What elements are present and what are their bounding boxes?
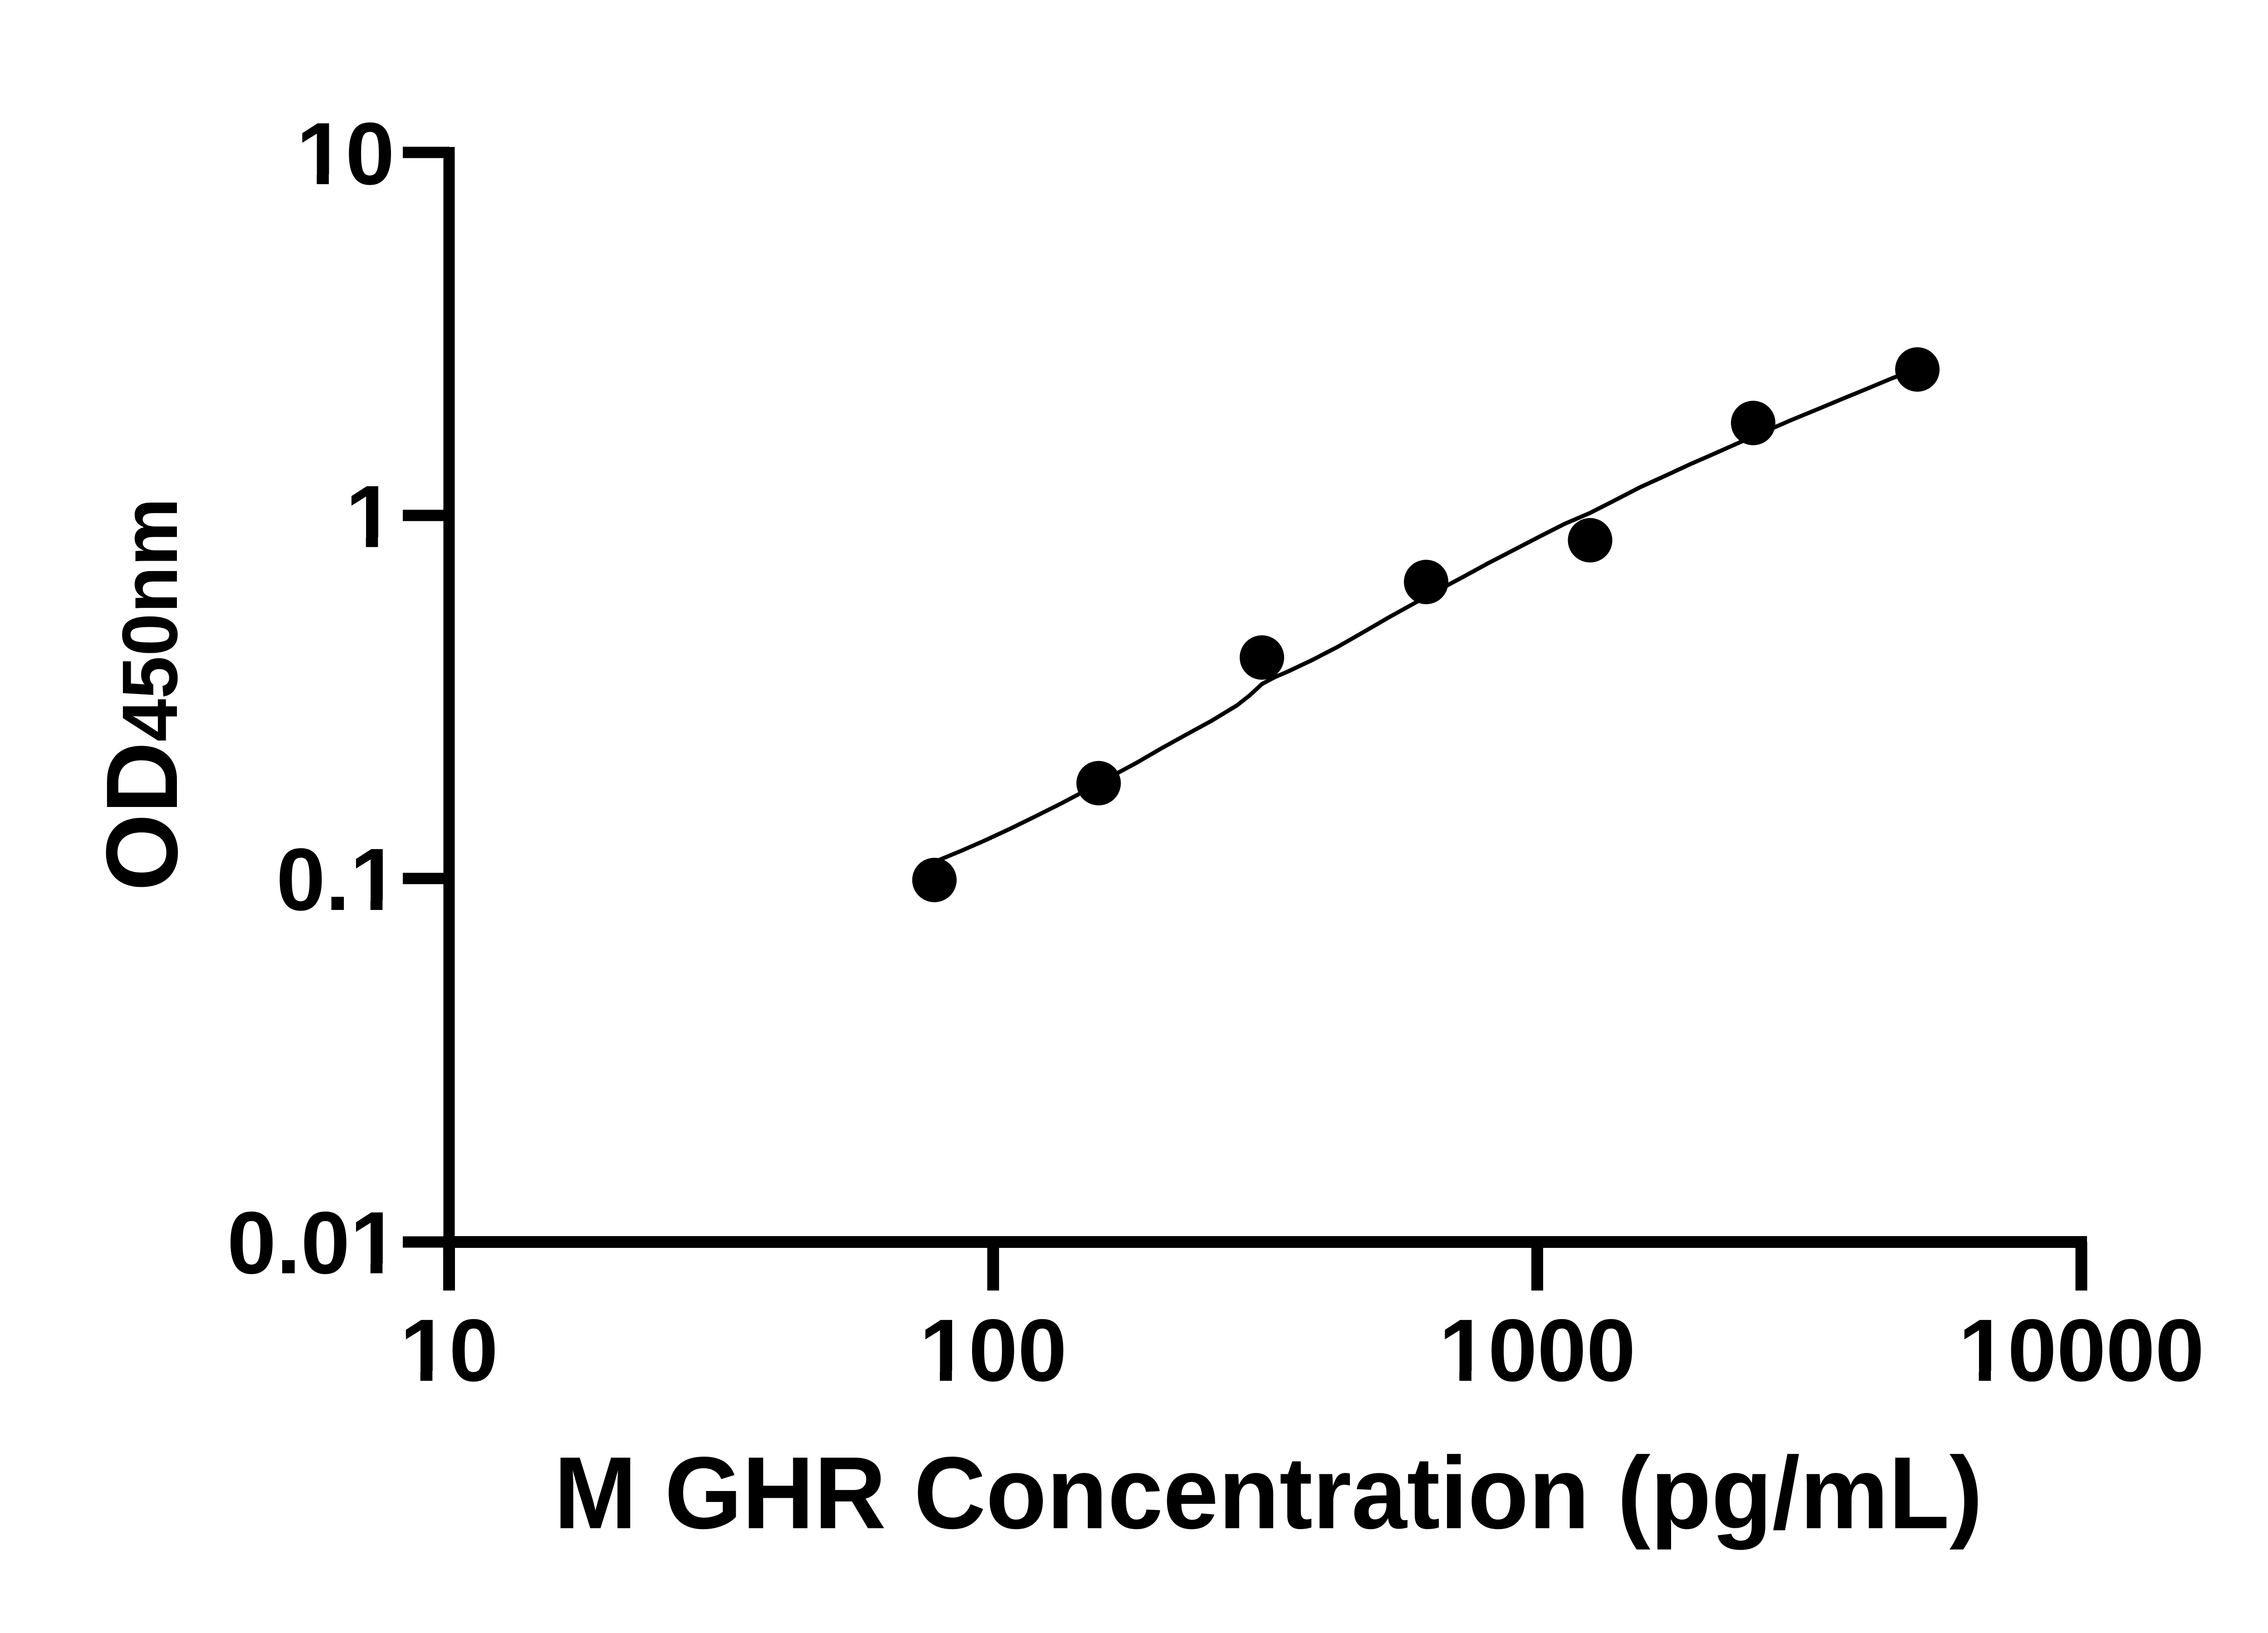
svg-text:10: 10 — [296, 104, 395, 203]
svg-text:0.1: 0.1 — [276, 830, 399, 929]
svg-text:10000: 10000 — [1958, 1301, 2204, 1400]
svg-text:1: 1 — [346, 467, 395, 566]
svg-text:0.01: 0.01 — [227, 1193, 399, 1292]
svg-text:10: 10 — [400, 1301, 499, 1400]
svg-text:100: 100 — [919, 1301, 1067, 1400]
svg-text:1000: 1000 — [1439, 1301, 1636, 1400]
svg-text:M GHR Concentration (pg/mL): M GHR Concentration (pg/mL) — [554, 1435, 1983, 1550]
